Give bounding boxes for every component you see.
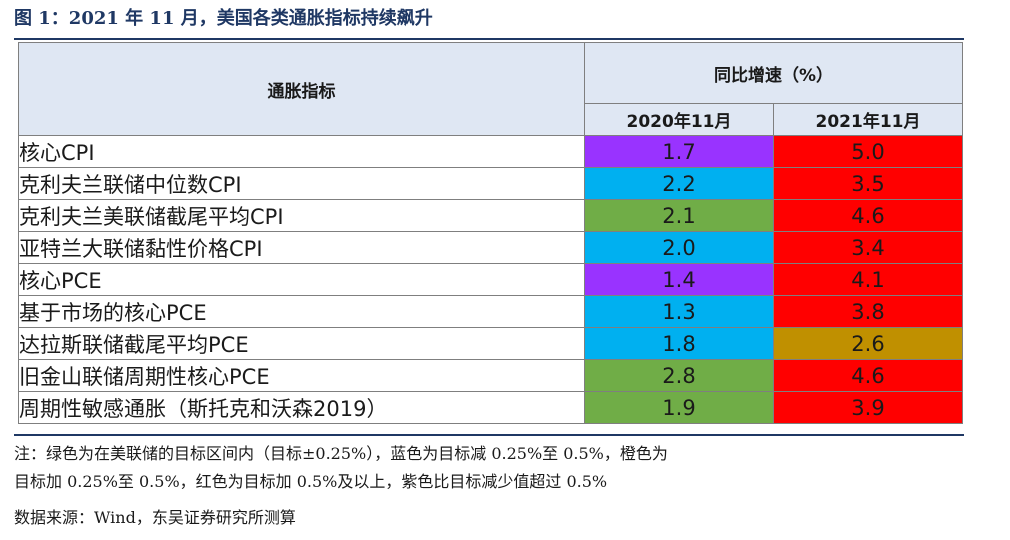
value-2021-11: 4.6 bbox=[772, 199, 964, 232]
data-source: 数据来源：Wind，东吴证券研究所测算 bbox=[14, 508, 296, 527]
value-2020-11: 1.8 bbox=[584, 327, 774, 360]
value-2020-11: 1.7 bbox=[584, 135, 774, 168]
indicator-name: 核心CPI bbox=[18, 135, 585, 168]
indicator-name: 克利夫兰美联储截尾平均CPI bbox=[18, 199, 585, 232]
table-row: 克利夫兰美联储截尾平均CPI 2.1 4.6 bbox=[18, 199, 964, 232]
value-2020-11: 2.2 bbox=[584, 167, 774, 200]
figure-title: 图 1：2021 年 11 月，美国各类通胀指标持续飙升 bbox=[14, 8, 433, 29]
color-note: 注：绿色为在美联储的目标区间内（目标±0.25%），蓝色为目标减 0.25%至 … bbox=[14, 440, 964, 496]
value-2021-11: 3.8 bbox=[772, 295, 964, 328]
indicator-name: 核心PCE bbox=[18, 263, 585, 296]
header-indicator: 通胀指标 bbox=[18, 42, 585, 136]
header-col-2020: 2020年11月 bbox=[584, 103, 774, 136]
table-body: 核心CPI 1.7 5.0 克利夫兰联储中位数CPI 2.2 3.5 克利夫兰美联储截尾平均… bbox=[18, 135, 964, 424]
table-row: 周期性敏感通胀（斯托克和沃森2019） 1.9 3.9 bbox=[18, 391, 964, 424]
header-yoy-growth: 同比增速（%） bbox=[583, 42, 964, 104]
note-line-1: 注：绿色为在美联储的目标区间内（目标±0.25%），蓝色为目标减 0.25%至 … bbox=[14, 444, 668, 463]
value-2021-11: 4.6 bbox=[772, 359, 964, 392]
indicator-name: 周期性敏感通胀（斯托克和沃森2019） bbox=[18, 391, 585, 424]
value-2020-11: 1.3 bbox=[584, 295, 774, 328]
value-2021-11: 3.9 bbox=[772, 391, 964, 424]
table-row: 旧金山联储周期性核心PCE 2.8 4.6 bbox=[18, 359, 964, 392]
value-2020-11: 2.0 bbox=[584, 231, 774, 264]
indicator-name: 基于市场的核心PCE bbox=[18, 295, 585, 328]
header-col-2021: 2021年11月 bbox=[772, 103, 964, 136]
bottom-rule bbox=[14, 434, 964, 436]
indicator-name: 旧金山联储周期性核心PCE bbox=[18, 359, 585, 392]
value-2021-11: 3.4 bbox=[772, 231, 964, 264]
table-row: 达拉斯联储截尾平均PCE 1.8 2.6 bbox=[18, 327, 964, 360]
table-row: 亚特兰大联储黏性价格CPI 2.0 3.4 bbox=[18, 231, 964, 264]
top-rule bbox=[14, 38, 964, 40]
table-row: 核心CPI 1.7 5.0 bbox=[18, 135, 964, 168]
indicator-name: 达拉斯联储截尾平均PCE bbox=[18, 327, 585, 360]
value-2021-11: 5.0 bbox=[772, 135, 964, 168]
value-2021-11: 3.5 bbox=[772, 167, 964, 200]
table-row: 克利夫兰联储中位数CPI 2.2 3.5 bbox=[18, 167, 964, 200]
table-row: 基于市场的核心PCE 1.3 3.8 bbox=[18, 295, 964, 328]
value-2021-11: 2.6 bbox=[772, 327, 964, 360]
value-2021-11: 4.1 bbox=[772, 263, 964, 296]
value-2020-11: 2.1 bbox=[584, 199, 774, 232]
value-2020-11: 1.4 bbox=[584, 263, 774, 296]
inflation-table: 通胀指标 同比增速（%） 2020年11月 2021年11月 核心CPI 1.7 5… bbox=[18, 42, 964, 424]
indicator-name: 克利夫兰联储中位数CPI bbox=[18, 167, 585, 200]
note-line-2: 目标加 0.25%至 0.5%，红色为目标加 0.5%及以上，紫色比目标减少值超… bbox=[14, 472, 608, 491]
table-row: 核心PCE 1.4 4.1 bbox=[18, 263, 964, 296]
value-2020-11: 2.8 bbox=[584, 359, 774, 392]
indicator-name: 亚特兰大联储黏性价格CPI bbox=[18, 231, 585, 264]
value-2020-11: 1.9 bbox=[584, 391, 774, 424]
